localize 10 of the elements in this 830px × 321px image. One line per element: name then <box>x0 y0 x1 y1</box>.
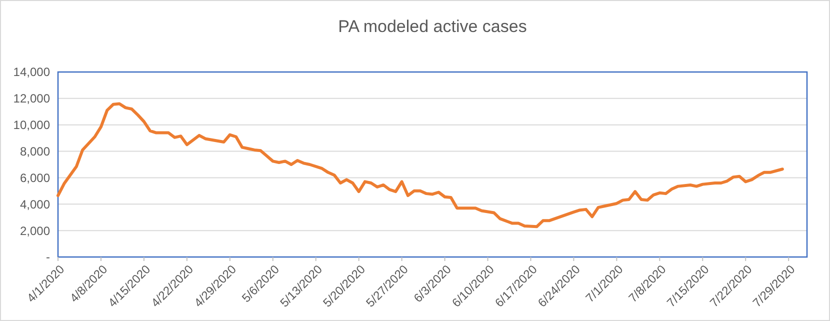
y-tick-label: - <box>46 250 50 264</box>
y-tick-label: 2,000 <box>20 224 50 238</box>
y-tick-label: 4,000 <box>20 197 50 212</box>
y-tick-label: 12,000 <box>13 92 50 106</box>
y-tick-label: 14,000 <box>13 65 50 80</box>
y-tick-label: 6,000 <box>20 170 50 185</box>
line-series <box>56 102 784 228</box>
y-tick-label: 10,000 <box>13 118 50 132</box>
y-tick-label: 8,000 <box>20 144 50 158</box>
chart-title: PA modeled active cases <box>338 17 527 36</box>
